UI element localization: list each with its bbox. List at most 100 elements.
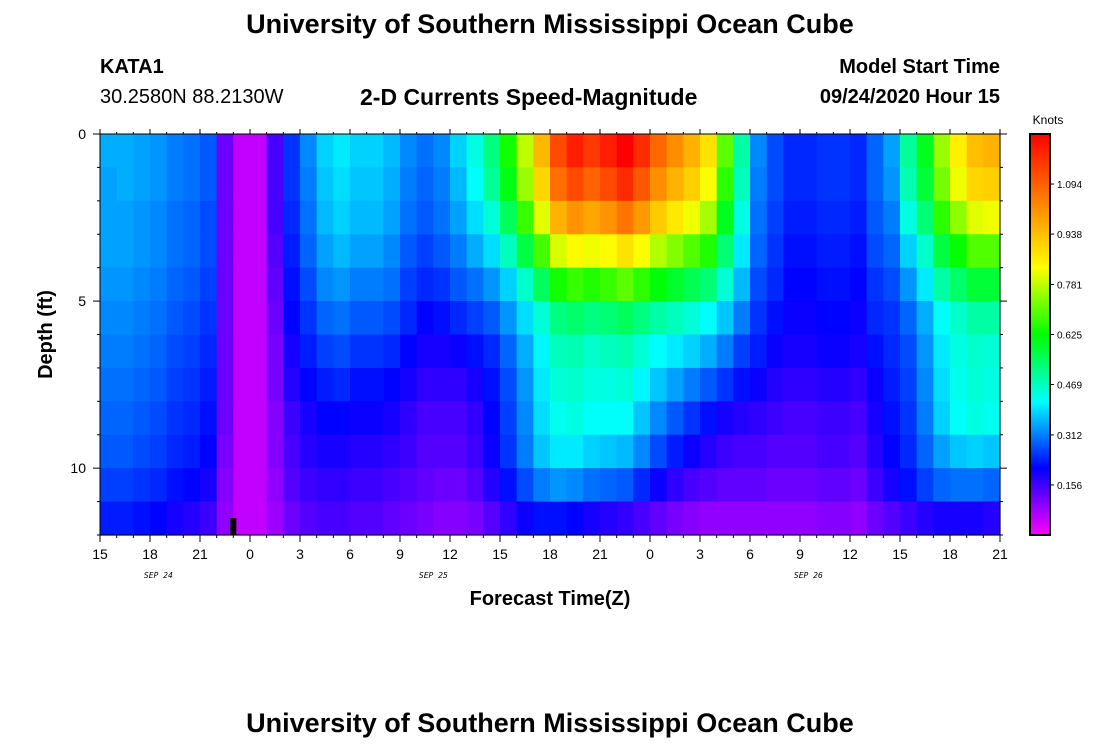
heatmap-cell — [433, 468, 451, 503]
heatmap-cell — [166, 434, 184, 469]
heatmap-cell — [166, 200, 184, 235]
heatmap-cell — [833, 234, 851, 269]
heatmap-cell — [550, 468, 568, 503]
heatmap-cell — [116, 468, 134, 503]
heatmap-cell — [650, 167, 668, 202]
heatmap-cell — [616, 334, 634, 369]
heatmap-cell — [183, 134, 201, 169]
heatmap-cell — [466, 401, 484, 436]
heatmap-cell — [300, 134, 318, 169]
heatmap-cell — [183, 167, 201, 202]
heatmap-cell — [866, 501, 884, 536]
heatmap-cell — [950, 267, 968, 302]
heatmap-cell — [716, 468, 734, 503]
heatmap-cell — [916, 501, 934, 536]
heatmap-cell — [383, 301, 401, 336]
heatmap-cell — [433, 334, 451, 369]
heatmap-cell — [400, 501, 418, 536]
heatmap-cell — [966, 134, 984, 169]
heatmap-cell — [200, 301, 218, 336]
heatmap-cell — [600, 301, 618, 336]
heatmap-cell — [750, 468, 768, 503]
heatmap-cell — [516, 234, 534, 269]
heatmap-cell — [466, 367, 484, 402]
heatmap-cell — [666, 167, 684, 202]
heatmap-cell — [833, 468, 851, 503]
heatmap-cell — [833, 167, 851, 202]
heatmap-cell — [116, 334, 134, 369]
heatmap-cell — [850, 234, 868, 269]
heatmap-cell — [450, 401, 468, 436]
heatmap-cell — [100, 334, 118, 369]
heatmap-cell — [350, 134, 368, 169]
heatmap-cell — [800, 167, 818, 202]
heatmap-cell — [350, 167, 368, 202]
heatmap-cell — [183, 468, 201, 503]
heatmap-cell — [266, 134, 284, 169]
heatmap-cell — [333, 134, 351, 169]
heatmap-cell — [416, 401, 434, 436]
heatmap-cell — [183, 434, 201, 469]
heatmap-cell — [900, 334, 918, 369]
heatmap-cell — [683, 367, 701, 402]
heatmap-cell — [416, 134, 434, 169]
heatmap-cell — [483, 134, 501, 169]
heatmap-cell — [116, 234, 134, 269]
heatmap-cell — [250, 401, 268, 436]
colorbar — [1029, 133, 1051, 536]
heatmap-cell — [483, 501, 501, 536]
heatmap-cell — [766, 301, 784, 336]
heatmap-cell — [366, 234, 384, 269]
heatmap-cell — [716, 134, 734, 169]
heatmap-cell — [183, 401, 201, 436]
heatmap-cell — [633, 334, 651, 369]
heatmap-cell — [133, 200, 151, 235]
heatmap-cell — [833, 267, 851, 302]
heatmap-cell — [583, 401, 601, 436]
heatmap-cell — [116, 434, 134, 469]
heatmap-cell — [500, 301, 518, 336]
heatmap-cell — [433, 434, 451, 469]
heatmap-cell — [683, 267, 701, 302]
heatmap-cell — [200, 200, 218, 235]
heatmap-cell — [533, 301, 551, 336]
heatmap-cell — [133, 234, 151, 269]
heatmap-cell — [483, 434, 501, 469]
heatmap-cell — [733, 234, 751, 269]
heatmap-cell — [300, 468, 318, 503]
heatmap-cell — [166, 301, 184, 336]
heatmap-cell — [916, 367, 934, 402]
heatmap-cell — [233, 401, 251, 436]
heatmap-cell — [500, 434, 518, 469]
heatmap-cell — [533, 468, 551, 503]
heatmap-cell — [716, 367, 734, 402]
heatmap-cell — [200, 234, 218, 269]
heatmap-cell — [933, 434, 951, 469]
heatmap-cell — [516, 301, 534, 336]
heatmap-cell — [500, 167, 518, 202]
heatmap-cell — [433, 367, 451, 402]
heatmap-cell — [583, 434, 601, 469]
heatmap-cell — [966, 301, 984, 336]
heatmap-cell — [683, 167, 701, 202]
heatmap-cell — [183, 501, 201, 536]
heatmap-cell — [383, 468, 401, 503]
heatmap-cell — [616, 134, 634, 169]
heatmap-cell — [800, 501, 818, 536]
heatmap-cell — [966, 501, 984, 536]
date-label: SEP 25 — [419, 571, 448, 580]
heatmap-cell — [783, 200, 801, 235]
heatmap-cell — [966, 334, 984, 369]
heatmap-cell — [666, 334, 684, 369]
heatmap-cell — [983, 367, 1001, 402]
heatmap-cell — [950, 167, 968, 202]
heatmap-cell — [600, 468, 618, 503]
heatmap-cell — [650, 434, 668, 469]
heatmap-cell — [283, 200, 301, 235]
heatmap-cell — [466, 334, 484, 369]
heatmap-cell — [466, 134, 484, 169]
heatmap-cell — [133, 434, 151, 469]
heatmap-cell — [966, 367, 984, 402]
heatmap-cell — [433, 200, 451, 235]
heatmap-cell — [716, 334, 734, 369]
